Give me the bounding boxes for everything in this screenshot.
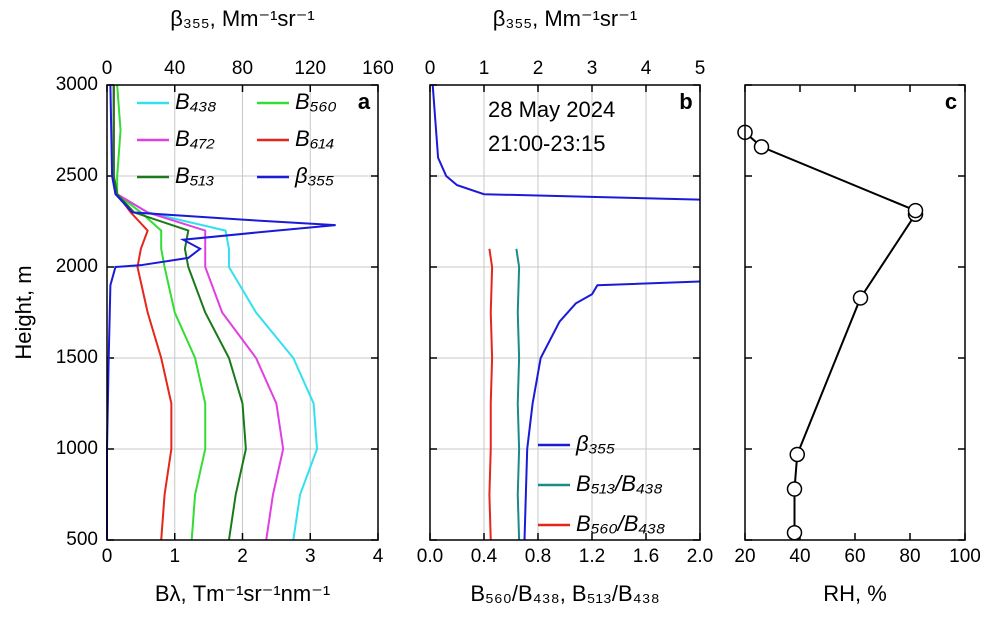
annotation: 28 May 2024 — [488, 97, 615, 122]
profile-line — [112, 85, 319, 541]
point — [907, 202, 924, 219]
profile-line — [431, 84, 701, 201]
x-tick-label: 1 — [169, 546, 180, 567]
legend-label: β₃₅₅ — [294, 163, 334, 188]
x2-tick-label: 0 — [102, 58, 113, 79]
profile-line — [523, 280, 701, 541]
legend-label: B₆₁₄ — [295, 126, 334, 151]
y-tick-label: 3000 — [56, 74, 98, 95]
legend-label: B₅₆₀/B₄₃₈ — [576, 511, 665, 536]
profile-line — [112, 85, 285, 541]
profile-line — [515, 248, 521, 541]
x2-axis-label: β₃₅₅, Mm⁻¹sr⁻¹ — [170, 6, 314, 31]
profile-line — [488, 248, 494, 541]
x2-tick-label: 160 — [362, 58, 394, 79]
x-tick-label: 100 — [949, 546, 981, 567]
y-tick-label: 1500 — [56, 347, 98, 368]
x2-tick-label: 40 — [164, 58, 185, 79]
x2-tick-label: 120 — [294, 58, 326, 79]
x2-axis-label: β₃₅₅, Mm⁻¹sr⁻¹ — [493, 6, 637, 31]
x-axis-label: Bλ, Tm⁻¹sr⁻¹nm⁻¹ — [155, 581, 330, 606]
profile-line — [744, 131, 917, 533]
legend-label: B₄₃₈ — [175, 89, 216, 114]
y-tick-label: 2500 — [56, 165, 98, 186]
plot-frame — [106, 84, 379, 541]
x-tick-label: 3 — [305, 546, 316, 567]
y-tick-label: 1000 — [56, 438, 98, 459]
x2-tick-label: 5 — [695, 58, 706, 79]
point — [786, 524, 803, 541]
profile-line — [112, 85, 173, 541]
x2-tick-label: 1 — [479, 58, 490, 79]
legend-label: B₄₇₂ — [175, 126, 215, 151]
profile-line — [112, 85, 247, 541]
x2-tick-label: 80 — [232, 58, 253, 79]
x-axis-label: B₅₆₀/B₄₃₈, B₅₁₃/B₄₃₈ — [470, 581, 659, 606]
point — [789, 446, 805, 463]
x-tick-label: 4 — [373, 546, 384, 567]
point — [753, 139, 770, 155]
x-axis-label: RH, % — [823, 581, 887, 606]
legend-label: β₃₅₅ — [575, 431, 615, 456]
profile-line — [116, 84, 207, 541]
plot-frame — [744, 84, 966, 541]
legend-label: B₅₆₀ — [295, 89, 337, 114]
x2-tick-label: 3 — [587, 58, 598, 79]
x2-tick-label: 4 — [641, 58, 652, 79]
x-tick-label: 0.4 — [471, 546, 498, 567]
legend-label: B₅₁₃ — [175, 163, 214, 188]
point — [852, 290, 869, 306]
x-tick-label: 20 — [734, 546, 755, 567]
x-tick-label: 2.0 — [687, 546, 713, 567]
plot-frame — [429, 84, 701, 541]
point — [786, 481, 803, 497]
x-tick-label: 40 — [789, 546, 810, 567]
panel-label: a — [358, 89, 371, 114]
x-tick-label: 0 — [102, 546, 113, 567]
panel-label: b — [679, 89, 692, 114]
legend-label: B₅₁₃/B₄₃₈ — [576, 471, 663, 496]
x-tick-label: 0.8 — [525, 546, 551, 567]
x-tick-label: 2 — [237, 546, 248, 567]
x2-tick-label: 0 — [425, 58, 436, 79]
x-tick-label: 1.2 — [579, 546, 605, 567]
y-tick-label: 500 — [66, 529, 98, 550]
x2-tick-label: 2 — [533, 58, 544, 79]
x-tick-label: 80 — [899, 546, 920, 567]
x-tick-label: 1.6 — [633, 546, 659, 567]
y-axis-label: Height, m — [11, 265, 36, 359]
x-tick-label: 0.0 — [417, 546, 443, 567]
panel-label: c — [945, 89, 957, 114]
annotation: 21:00-23:15 — [488, 131, 605, 156]
profile-line — [106, 84, 336, 540]
x-tick-label: 60 — [844, 546, 865, 567]
y-tick-label: 2000 — [56, 256, 98, 277]
